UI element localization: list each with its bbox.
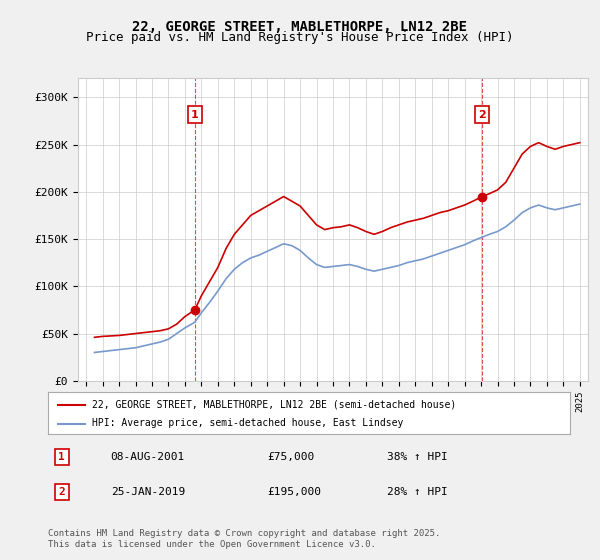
Text: £195,000: £195,000 [267,487,321,497]
Text: 38% ↑ HPI: 38% ↑ HPI [388,452,448,462]
Text: £75,000: £75,000 [267,452,314,462]
Text: Contains HM Land Registry data © Crown copyright and database right 2025.
This d: Contains HM Land Registry data © Crown c… [48,529,440,549]
Text: 2: 2 [478,110,486,120]
Text: 22, GEORGE STREET, MABLETHORPE, LN12 2BE: 22, GEORGE STREET, MABLETHORPE, LN12 2BE [133,20,467,34]
Text: 1: 1 [58,452,65,462]
Text: 2: 2 [58,487,65,497]
Text: 22, GEORGE STREET, MABLETHORPE, LN12 2BE (semi-detached house): 22, GEORGE STREET, MABLETHORPE, LN12 2BE… [92,400,457,409]
Text: HPI: Average price, semi-detached house, East Lindsey: HPI: Average price, semi-detached house,… [92,418,404,428]
Text: 08-AUG-2001: 08-AUG-2001 [110,452,185,462]
Text: 25-JAN-2019: 25-JAN-2019 [110,487,185,497]
Text: 28% ↑ HPI: 28% ↑ HPI [388,487,448,497]
Text: 1: 1 [191,110,199,120]
Text: Price paid vs. HM Land Registry's House Price Index (HPI): Price paid vs. HM Land Registry's House … [86,31,514,44]
